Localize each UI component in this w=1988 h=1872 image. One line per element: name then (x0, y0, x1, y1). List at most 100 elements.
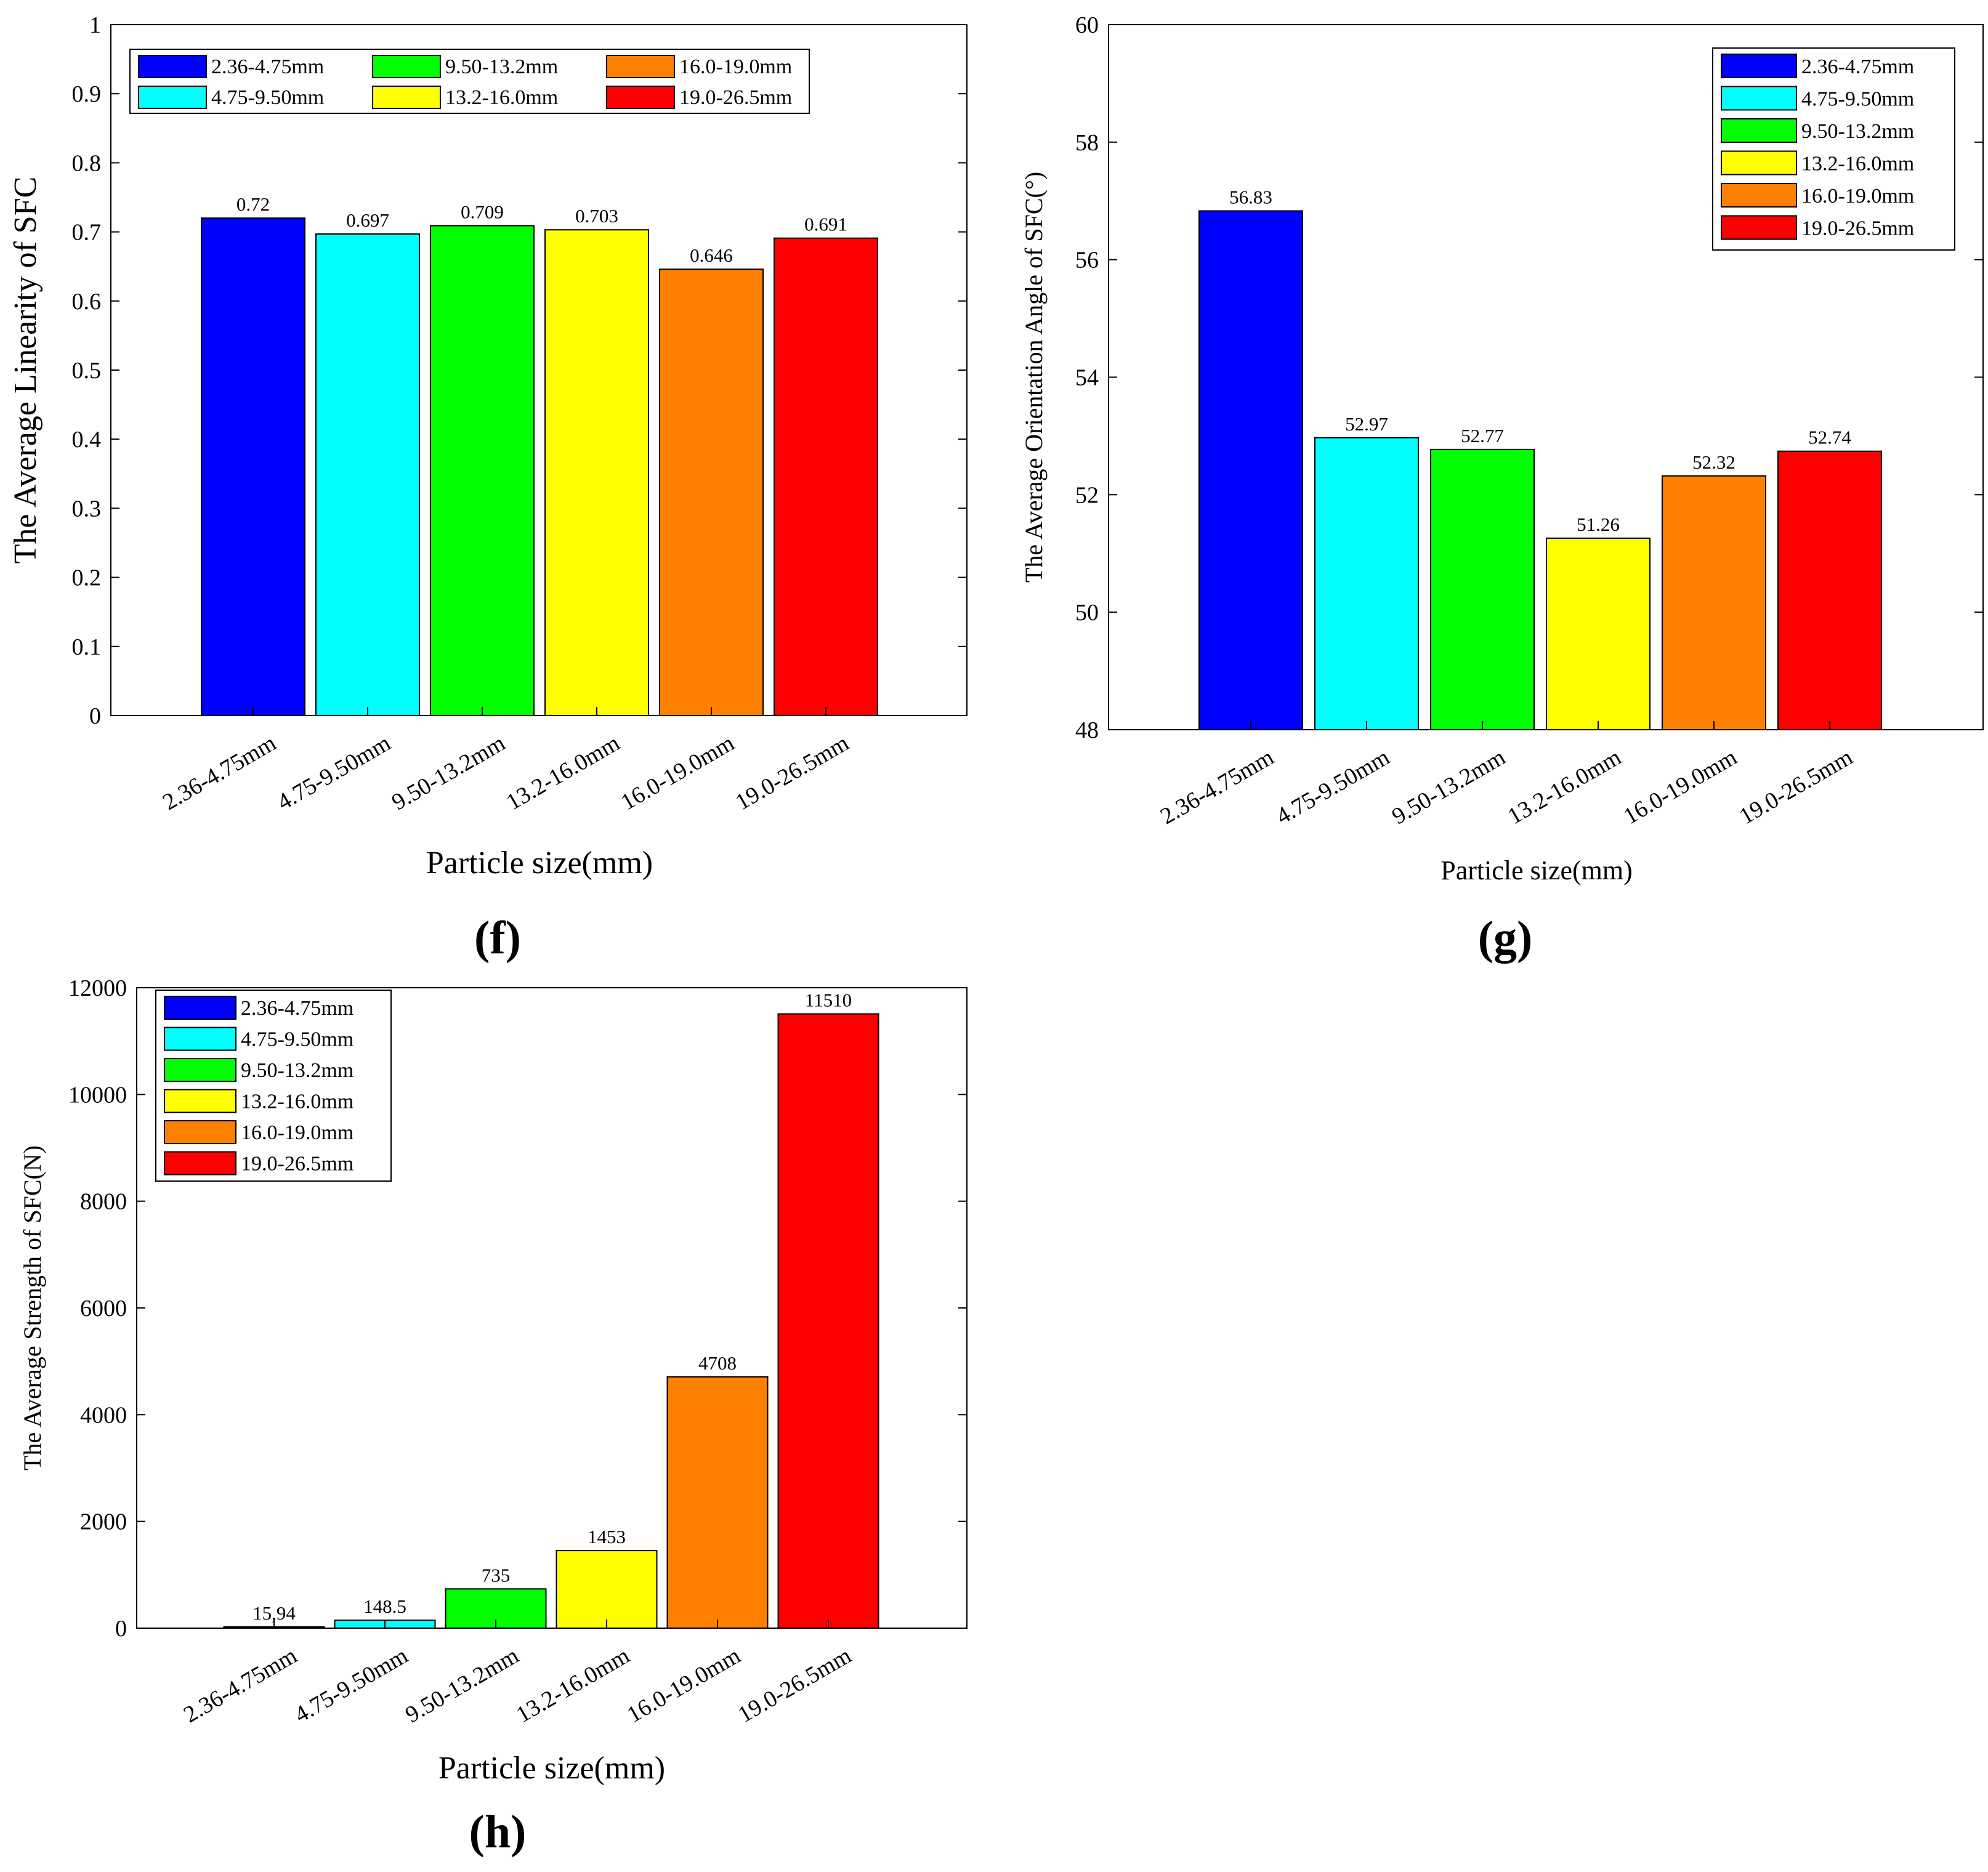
bar (430, 225, 535, 716)
legend-swatch (138, 55, 207, 78)
legend-entry: 9.50-13.2mm (241, 1059, 354, 1082)
x-tick-label: 4.75-9.50mm (290, 1642, 412, 1728)
legend: 2.36-4.75mm 4.75-9.50mm 9.50-13.2mm 13.2-16… (129, 49, 810, 114)
x-tick-label: 13.2-16.0mm (502, 730, 624, 815)
legend-box (129, 49, 810, 114)
panel-label: (h) (469, 1806, 527, 1858)
legend: 2.36-4.75mm 4.75-9.50mm 9.50-13.2mm 13.2-16… (155, 990, 392, 1182)
x-tick-label: 9.50-13.2mm (387, 730, 509, 815)
y-tick-label: 54 (1075, 365, 1099, 391)
bar (315, 233, 420, 716)
y-tick-label: 0 (89, 703, 101, 729)
x-tick-label: 2.36-4.75mm (1156, 744, 1278, 829)
legend-swatch (372, 86, 441, 109)
legend-entry: 19.0-26.5mm (1801, 217, 1914, 240)
x-tick-label: 13.2-16.0mm (1503, 744, 1625, 829)
x-tick-label: 16.0-19.0mm (623, 1642, 745, 1728)
y-tick-label: 0.6 (72, 289, 102, 315)
legend-entry: 4.75-9.50mm (211, 86, 324, 109)
data-label: 1453 (588, 1526, 626, 1547)
x-tick-label: 2.36-4.75mm (158, 730, 280, 815)
data-label: 11510 (805, 989, 852, 1011)
data-label: 0.691 (804, 214, 847, 235)
x-tick-label: 9.50-13.2mm (1388, 744, 1509, 829)
legend-entry: 16.0-19.0mm (241, 1121, 354, 1144)
y-tick-label: 58 (1075, 130, 1099, 156)
chart-panel-h: 0 2000 4000 6000 8000 10000 12000 15,94 2.36-4.7… (18, 975, 968, 1858)
y-tick-label: 4000 (80, 1402, 127, 1428)
y-tick-label: 0.2 (72, 565, 102, 591)
y-axis-label: The Average Orientation Angle of SFC(°) (1020, 172, 1048, 583)
y-tick-label: 0 (115, 1616, 127, 1642)
y-tick-label: 0.5 (72, 358, 102, 384)
legend-swatch (164, 1151, 236, 1176)
x-tick-label: 9.50-13.2mm (401, 1642, 523, 1728)
legend-entry: 13.2-16.0mm (445, 86, 558, 109)
y-tick-label: 50 (1075, 600, 1099, 626)
legend-entry: 2.36-4.75mm (241, 997, 354, 1020)
data-label: 735 (482, 1564, 511, 1586)
legend-swatch (1721, 86, 1797, 111)
bar (1777, 450, 1882, 730)
x-tick-label: 2.36-4.75mm (179, 1642, 301, 1728)
bar (659, 268, 764, 716)
data-label: 56.83 (1229, 186, 1272, 208)
y-tick-label: 0.8 (72, 150, 102, 176)
x-tick-label: 4.75-9.50mm (1272, 744, 1394, 829)
data-label: 52.77 (1461, 425, 1504, 446)
y-tick-label: 52 (1075, 482, 1099, 508)
legend-entry: 4.75-9.50mm (1801, 88, 1914, 111)
x-tick-label: 19.0-26.5mm (733, 1642, 855, 1728)
data-label: 0.697 (346, 209, 389, 231)
bar (1314, 437, 1419, 730)
legend-entry: 13.2-16.0mm (1801, 153, 1914, 176)
legend-swatch (138, 86, 207, 109)
y-tick-label: 60 (1075, 12, 1099, 38)
y-axis-label: The Average Strength of SFC(N) (18, 1145, 46, 1471)
data-label: 51.26 (1577, 514, 1620, 535)
bar (1430, 448, 1535, 730)
legend-entry: 19.0-26.5mm (241, 1153, 354, 1176)
data-label: 0.709 (461, 201, 504, 223)
y-tick-label: 6000 (80, 1296, 127, 1321)
y-tick-label: 1 (89, 12, 101, 38)
data-label: 0.72 (236, 193, 270, 215)
legend-swatch (164, 1027, 236, 1051)
legend-swatch (372, 55, 441, 78)
y-tick-label: 0.3 (72, 496, 102, 522)
bar (774, 237, 878, 716)
data-label: 52.32 (1692, 451, 1735, 473)
legend-box (155, 990, 392, 1182)
x-tick-label: 16.0-19.0mm (616, 730, 738, 815)
bar (1546, 537, 1651, 730)
x-axis-label: Particle size(mm) (438, 1751, 665, 1786)
legend-entry: 9.50-13.2mm (1801, 120, 1914, 143)
bar (556, 1550, 658, 1629)
legend: 2.36-4.75mm 4.75-9.50mm 9.50-13.2mm 13.2-16… (1712, 47, 1955, 251)
bar (1662, 475, 1766, 730)
data-label: 0.646 (690, 244, 733, 266)
data-label: 148.5 (363, 1596, 406, 1617)
y-tick-label: 8000 (80, 1189, 127, 1215)
data-label: 15,94 (253, 1602, 296, 1624)
x-axis-label: Particle size(mm) (1440, 855, 1633, 886)
legend-entry: 4.75-9.50mm (241, 1028, 354, 1051)
bar (1198, 210, 1303, 730)
x-axis-label: Particle size(mm) (426, 845, 653, 881)
chart-panel-g: 48 50 52 54 56 58 60 56.83 2.36-4.75mm 52.97 4.75-… (1020, 12, 1984, 964)
data-label: 52.74 (1808, 427, 1851, 448)
legend-entry: 19.0-26.5mm (679, 86, 792, 109)
y-tick-label: 56 (1075, 248, 1099, 273)
x-tick-label: 19.0-26.5mm (731, 730, 853, 815)
bar (666, 1376, 769, 1629)
y-axis-label: The Average Linearity of SFC (8, 177, 43, 564)
legend-swatch (606, 86, 675, 109)
legend-swatch (1721, 183, 1797, 208)
legend-swatch (164, 1120, 236, 1144)
chart-panel-f: 0 0.1 0.2 0.3 0.4 0.5 0.6 0.7 0.8 0.9 1 0.72 2.36-4.… (8, 12, 968, 964)
legend-entry: 9.50-13.2mm (445, 55, 558, 78)
legend-entry: 13.2-16.0mm (241, 1091, 354, 1113)
legend-swatch (1721, 54, 1797, 78)
legend-swatch (606, 55, 675, 78)
